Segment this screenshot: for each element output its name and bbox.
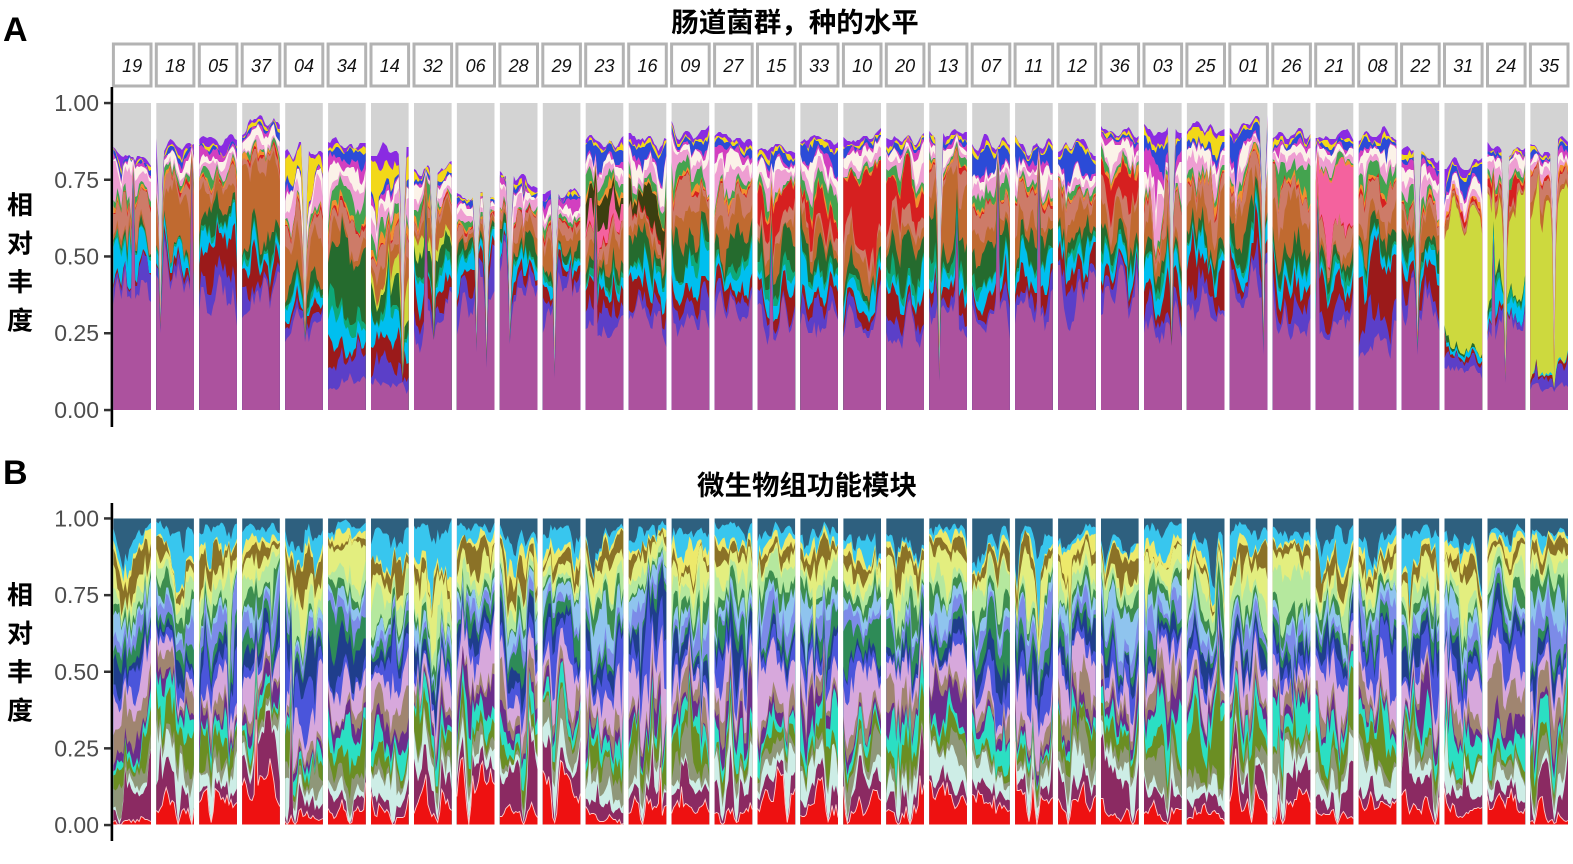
svg-text:16: 16	[637, 56, 658, 76]
svg-text:0.25: 0.25	[54, 320, 99, 346]
svg-text:0.50: 0.50	[54, 659, 99, 685]
svg-text:25: 25	[1195, 56, 1217, 76]
svg-text:06: 06	[466, 56, 487, 76]
svg-text:23: 23	[593, 56, 614, 76]
svg-text:22: 22	[1409, 56, 1430, 76]
svg-text:24: 24	[1495, 56, 1516, 76]
svg-text:12: 12	[1067, 56, 1087, 76]
svg-text:10: 10	[852, 56, 872, 76]
svg-text:0.75: 0.75	[54, 167, 99, 193]
svg-text:21: 21	[1323, 56, 1344, 76]
svg-text:26: 26	[1281, 56, 1303, 76]
svg-text:34: 34	[337, 56, 357, 76]
svg-text:A: A	[3, 11, 28, 49]
svg-text:B: B	[3, 454, 28, 492]
svg-text:31: 31	[1453, 56, 1473, 76]
svg-text:33: 33	[809, 56, 829, 76]
svg-text:36: 36	[1110, 56, 1131, 76]
svg-text:0.00: 0.00	[54, 397, 99, 423]
svg-text:35: 35	[1539, 56, 1560, 76]
svg-text:13: 13	[938, 56, 958, 76]
svg-text:19: 19	[122, 56, 142, 76]
svg-text:28: 28	[508, 56, 529, 76]
svg-text:07: 07	[981, 56, 1002, 76]
svg-text:04: 04	[294, 56, 314, 76]
svg-text:0.50: 0.50	[54, 244, 99, 270]
svg-text:0.25: 0.25	[54, 735, 99, 761]
svg-text:15: 15	[766, 56, 787, 76]
svg-text:14: 14	[380, 56, 400, 76]
svg-text:1.00: 1.00	[54, 506, 99, 532]
svg-text:09: 09	[680, 56, 700, 76]
svg-text:11: 11	[1025, 56, 1044, 76]
svg-text:29: 29	[551, 56, 572, 76]
svg-text:20: 20	[894, 56, 915, 76]
svg-text:01: 01	[1239, 56, 1259, 76]
svg-text:0.00: 0.00	[54, 812, 99, 838]
svg-text:05: 05	[208, 56, 229, 76]
svg-text:18: 18	[165, 56, 185, 76]
svg-text:03: 03	[1153, 56, 1173, 76]
svg-text:27: 27	[722, 56, 744, 76]
svg-text:1.00: 1.00	[54, 90, 99, 116]
svg-text:0.75: 0.75	[54, 582, 99, 608]
svg-text:37: 37	[251, 56, 272, 76]
svg-text:32: 32	[423, 56, 443, 76]
svg-text:08: 08	[1367, 56, 1387, 76]
